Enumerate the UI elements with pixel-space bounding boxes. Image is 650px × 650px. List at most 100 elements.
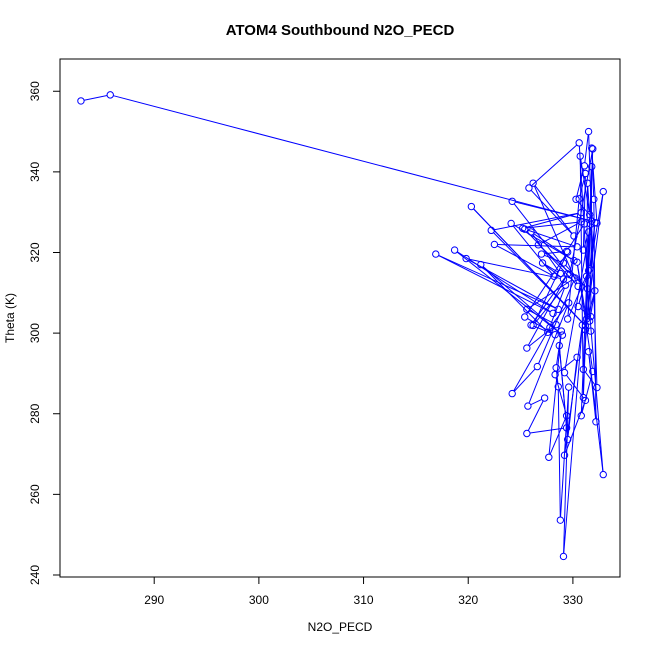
data-point xyxy=(533,362,542,371)
data-point xyxy=(581,396,590,405)
data-point xyxy=(546,323,554,332)
data-point xyxy=(551,370,559,379)
data-point xyxy=(521,313,529,321)
data-point xyxy=(551,331,559,339)
series-segment xyxy=(563,390,570,554)
data-point xyxy=(588,144,596,152)
data-point xyxy=(559,275,568,283)
data-point xyxy=(77,97,85,105)
data-point xyxy=(560,451,569,459)
data-point xyxy=(570,256,578,265)
data-point xyxy=(538,259,547,267)
data-point xyxy=(562,247,571,255)
series-segment xyxy=(567,226,584,249)
data-point xyxy=(584,127,593,136)
data-point xyxy=(579,365,588,374)
series-segment xyxy=(529,427,564,434)
series-segment xyxy=(493,232,589,330)
series-segment xyxy=(567,202,580,316)
data-point xyxy=(580,220,589,228)
data-point xyxy=(583,285,592,293)
data-point xyxy=(592,418,600,426)
series-segment xyxy=(557,389,561,517)
y-tick-label: 300 xyxy=(28,323,42,343)
y-axis-label: Theta (K) xyxy=(3,293,17,343)
data-point xyxy=(560,368,569,377)
data-point xyxy=(562,412,571,420)
data-point xyxy=(585,210,594,219)
series-segment xyxy=(557,358,575,374)
y-tick-label: 320 xyxy=(28,242,42,262)
series-segment xyxy=(538,280,575,364)
data-point xyxy=(556,516,565,524)
series-segment xyxy=(532,234,559,272)
series-segment xyxy=(584,134,589,163)
data-point xyxy=(518,224,527,233)
series-segment xyxy=(438,255,551,313)
series-segment xyxy=(456,251,561,334)
data-point xyxy=(523,429,531,438)
data-point xyxy=(572,195,580,203)
data-point xyxy=(563,270,572,278)
series-segment xyxy=(113,95,589,221)
series-segment xyxy=(525,212,579,228)
data-point xyxy=(487,226,495,235)
series-segment xyxy=(544,254,561,263)
data-point xyxy=(523,305,531,314)
data-point xyxy=(574,282,582,291)
data-point xyxy=(577,412,585,420)
data-point xyxy=(565,383,573,391)
data-point xyxy=(106,91,114,99)
data-point xyxy=(584,266,593,275)
data-point xyxy=(589,367,597,376)
series-segment xyxy=(512,225,553,275)
series-segment xyxy=(565,403,585,453)
data-point xyxy=(586,312,595,321)
data-point xyxy=(573,353,581,362)
series-segment xyxy=(565,264,586,287)
x-axis-label: N2O_PECD xyxy=(308,620,373,634)
series-segment xyxy=(549,418,566,455)
data-point xyxy=(575,139,583,147)
data-point xyxy=(558,331,567,339)
series-segment xyxy=(566,374,584,399)
data-point xyxy=(575,195,583,203)
data-point xyxy=(581,169,590,178)
data-point xyxy=(579,246,588,254)
series-segment xyxy=(514,368,536,392)
data-point xyxy=(559,552,568,561)
data-point xyxy=(554,305,562,314)
x-tick-label: 320 xyxy=(458,593,478,607)
series-segment xyxy=(496,245,552,276)
data-point xyxy=(563,315,572,323)
data-point xyxy=(585,265,594,273)
data-point xyxy=(583,179,592,187)
series-segment xyxy=(513,330,549,392)
series-segment xyxy=(545,264,558,273)
data-point xyxy=(549,309,557,318)
chart-title: ATOM4 Southbound N2O_PECD xyxy=(226,22,455,39)
data-point xyxy=(554,383,562,391)
y-tick-label: 360 xyxy=(28,81,42,101)
data-point xyxy=(565,299,573,307)
series-segment xyxy=(587,186,590,212)
series-segment xyxy=(530,189,573,234)
series-segment xyxy=(577,265,587,316)
series-segment xyxy=(559,348,567,425)
data-point xyxy=(552,320,560,329)
series-segment xyxy=(555,377,567,413)
data-point xyxy=(523,344,531,352)
data-point xyxy=(593,383,601,392)
series-segment xyxy=(544,251,564,255)
data-point xyxy=(555,341,563,350)
data-point xyxy=(534,241,543,249)
data-point xyxy=(540,394,549,402)
data-point xyxy=(570,232,578,240)
data-point xyxy=(574,302,582,311)
data-point xyxy=(571,274,579,282)
data-point xyxy=(477,260,485,269)
data-point xyxy=(432,250,440,258)
series-segment xyxy=(515,201,589,221)
data-point xyxy=(537,250,546,258)
